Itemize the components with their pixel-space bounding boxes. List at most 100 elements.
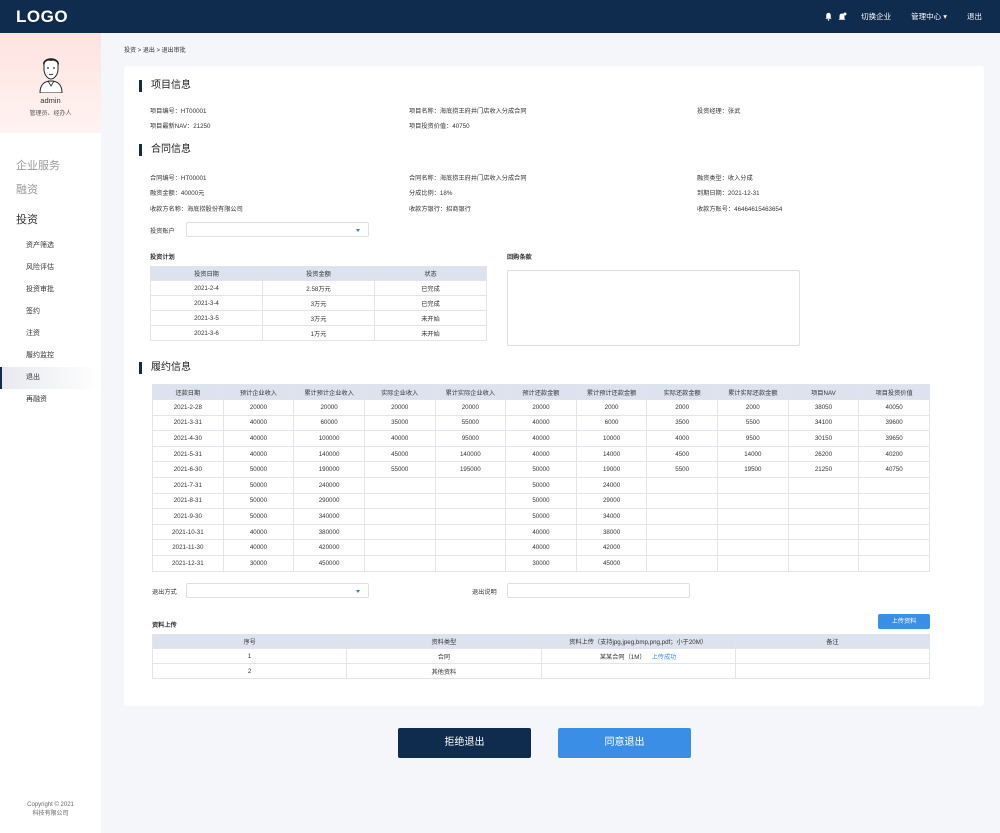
- file-name: 某某合同（1M）: [599, 653, 646, 661]
- manage-center-menu[interactable]: 管理中心 ▾: [911, 11, 947, 22]
- sidebar-item-signing[interactable]: 签约: [26, 308, 40, 315]
- table-cell: 40050: [858, 399, 930, 416]
- table-cell: [858, 523, 930, 541]
- table-cell: 5500: [646, 461, 718, 478]
- table-cell: [434, 492, 507, 510]
- username: admin: [40, 96, 61, 105]
- column-header: 实际还款金额: [646, 384, 718, 400]
- table-row: 2021-8-31 50000 290000 50000 29000: [152, 492, 930, 510]
- table-row: 2021-3-4 3万元 已完成: [150, 295, 487, 311]
- table-row: 2021-3-31 40000 60000 35000 55000 40000 6000 35…: [152, 414, 930, 432]
- bell-icon[interactable]: [823, 12, 833, 22]
- table-cell: 2021-11-30: [152, 539, 224, 556]
- sidebar-item-exit[interactable]: 退出: [0, 367, 101, 389]
- table-cell: 2021-4-30: [152, 430, 224, 447]
- table-cell: 45000: [363, 445, 436, 463]
- nav-group-enterprise[interactable]: 企业服务: [16, 159, 60, 172]
- sidebar: admin 管理员、经办人 企业服务 融资 投资 资产筛选 风险评估 投资审批 …: [0, 33, 101, 833]
- table-cell: 40000: [222, 414, 295, 432]
- table-cell: 50000: [505, 508, 577, 525]
- column-header: 累计预计还款金额: [575, 384, 648, 400]
- contract-name: 合同名称：海底捞王府井门店收入分成合同: [409, 175, 527, 182]
- buyback-terms-textarea[interactable]: [507, 270, 800, 346]
- table-cell: [717, 539, 789, 556]
- user-profile: admin 管理员、经办人: [0, 33, 101, 133]
- sidebar-item-investment-approval[interactable]: 投资审批: [26, 286, 54, 293]
- table-row: 2021-2-4 2.58万元 已完成: [150, 280, 487, 296]
- column-header: 资料上传（支持jpg,jpeg,bmp,png,pdf；小于20M）: [540, 634, 736, 649]
- table-cell: 2021-3-6: [150, 325, 263, 341]
- table-row: 2021-11-30 40000 420000 40000 42000: [152, 539, 930, 556]
- table-cell: [363, 554, 436, 572]
- exit-method-select[interactable]: [186, 583, 369, 598]
- financing-type: 融资类型：收入分成: [697, 175, 753, 182]
- logout-link[interactable]: 退出: [967, 12, 982, 21]
- table-cell: 2.58万元: [262, 280, 375, 296]
- sidebar-item-risk-assessment[interactable]: 风险评估: [26, 264, 54, 271]
- table-cell: [646, 539, 718, 556]
- table-cell: 2021-7-31: [152, 476, 224, 494]
- table-cell: 20000: [293, 399, 365, 416]
- table-cell: 29000: [575, 492, 648, 510]
- nav-group-investment[interactable]: 投资: [16, 213, 38, 226]
- avatar: [38, 58, 63, 93]
- table-cell: 19500: [717, 461, 789, 478]
- column-header: 投资金额: [262, 266, 375, 281]
- upload-status-link[interactable]: 上传成功: [651, 653, 677, 661]
- table-cell: [858, 539, 930, 556]
- table-cell: 2021-12-31: [152, 554, 224, 572]
- switch-company-link[interactable]: 切换企业: [861, 12, 892, 21]
- table-cell: 50000: [222, 508, 295, 525]
- table-cell: 40000: [505, 523, 577, 541]
- dropdown-arrow-icon: [356, 228, 360, 232]
- upload-button[interactable]: 上传资料: [878, 614, 930, 629]
- table-cell: 40000: [222, 523, 295, 541]
- table-cell: [717, 492, 789, 510]
- table-cell: 55000: [363, 461, 436, 478]
- table-row: 2021-12-31 30000 450000 30000 45000: [152, 554, 930, 572]
- table-cell: 40000: [505, 430, 577, 447]
- sidebar-item-capital-injection[interactable]: 注资: [26, 330, 40, 337]
- table-cell: [363, 539, 436, 556]
- project-name: 项目名称：海底捞王府井门店收入分成合同: [409, 108, 527, 115]
- table-cell: 2021-3-31: [152, 414, 224, 432]
- table-cell: 20000: [505, 399, 577, 416]
- dropdown-arrow-icon: [356, 589, 360, 593]
- column-header: 累计实际还款金额: [717, 384, 789, 400]
- table-cell: [787, 523, 860, 541]
- table-cell: [363, 476, 436, 494]
- agree-exit-button[interactable]: 同意退出: [558, 728, 691, 758]
- table-cell: 30150: [787, 430, 860, 447]
- table-row: 2021-10-31 40000 380000 40000 38000: [152, 523, 930, 541]
- financing-amount: 融资金额：40000元: [150, 190, 205, 197]
- due-date: 到期日期：2021-12-31: [697, 190, 760, 197]
- notification-alert-icon[interactable]: [837, 12, 847, 22]
- table-cell: 45000: [575, 554, 648, 572]
- manage-center-label: 管理中心: [911, 12, 942, 21]
- table-cell: 50000: [505, 461, 577, 478]
- table-cell: 40000: [505, 445, 577, 463]
- investment-plan-table: 投资日期 投资金额 状态 2021-2-4 2.58万元 已完成 2021-3-4 3万元 已完…: [150, 266, 487, 341]
- table-cell: [858, 476, 930, 494]
- table-row: 2021-9-30 50000 340000 50000 34000: [152, 508, 930, 525]
- invest-account-select[interactable]: [186, 222, 369, 237]
- exit-description-input[interactable]: [507, 583, 690, 598]
- table-header-row: 还款日期 预计企业收入 累计预计企业收入 实际企业收入 累计实际企业收入 预计还款金额 累计…: [152, 384, 930, 400]
- invest-account-label: 投资账户: [150, 228, 175, 235]
- table-cell: [434, 523, 507, 541]
- reject-exit-button[interactable]: 拒绝退出: [398, 728, 531, 758]
- table-cell: [858, 554, 930, 572]
- sidebar-item-asset-screening[interactable]: 资产筛选: [26, 242, 54, 249]
- sidebar-item-refinancing[interactable]: 再融资: [26, 396, 47, 403]
- table-cell: 未开始: [374, 310, 487, 326]
- table-cell: 14000: [717, 445, 789, 463]
- table-cell: 190000: [293, 461, 365, 478]
- buyback-terms-title: 回购条款: [507, 254, 532, 261]
- table-cell: 1万元: [262, 325, 375, 341]
- investment-plan-title: 投资计划: [150, 254, 175, 261]
- table-cell: [434, 539, 507, 556]
- table-cell: [717, 508, 789, 525]
- table-cell: 2021-3-5: [150, 310, 263, 326]
- nav-group-financing[interactable]: 融资: [16, 183, 38, 196]
- sidebar-item-performance-monitor[interactable]: 履约监控: [26, 352, 54, 359]
